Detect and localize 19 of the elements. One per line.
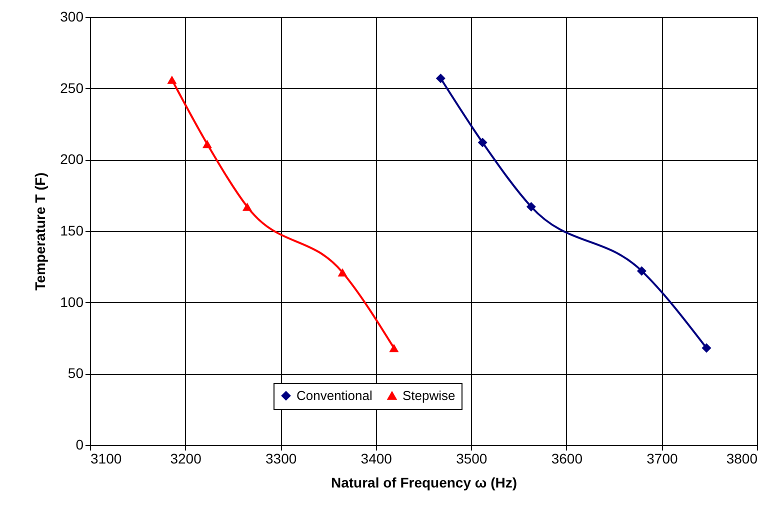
legend-label: Conventional xyxy=(296,388,372,403)
legend-label: Stepwise xyxy=(402,388,456,403)
x-tick-label: 3200 xyxy=(170,450,202,466)
y-tick-label: 100 xyxy=(60,294,84,310)
x-tick-label: 3400 xyxy=(360,450,392,466)
y-axis-title: Temperature T (F) xyxy=(32,172,48,290)
x-tick-label: 3300 xyxy=(265,450,297,466)
y-tick-label: 150 xyxy=(60,222,84,238)
x-tick-label: 3800 xyxy=(726,450,758,466)
y-tick-label: 200 xyxy=(60,151,84,168)
x-axis-title: Natural of Frequency ω (Hz) xyxy=(330,474,518,490)
y-tick-label: 0 xyxy=(76,436,84,452)
x-tick-label: 3100 xyxy=(90,450,122,466)
y-tick-label: 300 xyxy=(60,8,84,24)
y-tick-label: 50 xyxy=(68,365,84,382)
x-tick-label: 3500 xyxy=(456,450,488,466)
x-tick-label: 3700 xyxy=(646,450,678,466)
x-tick-label: 3600 xyxy=(551,450,583,466)
y-tick-label: 250 xyxy=(60,80,84,96)
